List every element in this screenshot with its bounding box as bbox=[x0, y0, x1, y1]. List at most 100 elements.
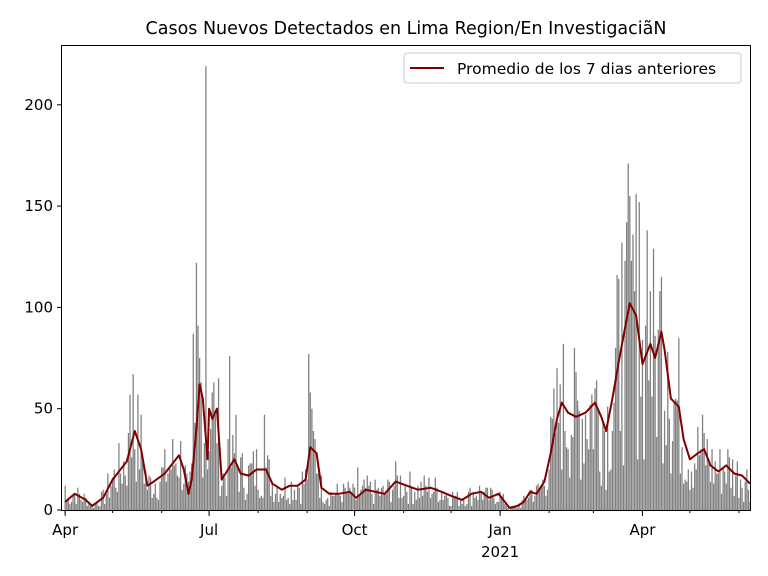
daily-bar bbox=[705, 465, 706, 510]
daily-bar bbox=[367, 476, 368, 510]
daily-bar bbox=[281, 498, 282, 510]
daily-bar bbox=[721, 494, 722, 510]
daily-bar bbox=[602, 423, 603, 510]
daily-bar bbox=[144, 484, 145, 510]
y-tick-label: 150 bbox=[24, 197, 53, 215]
daily-bar bbox=[672, 441, 673, 510]
daily-bar bbox=[280, 494, 281, 510]
daily-bar bbox=[575, 372, 576, 510]
daily-bar bbox=[117, 492, 118, 510]
daily-bar bbox=[496, 502, 497, 510]
daily-bar bbox=[650, 291, 651, 510]
daily-bar bbox=[183, 484, 184, 510]
daily-bar bbox=[457, 492, 458, 510]
daily-bar bbox=[449, 506, 450, 510]
daily-bar bbox=[226, 496, 227, 510]
daily-bar bbox=[482, 500, 483, 510]
daily-bar bbox=[392, 490, 393, 510]
daily-bar bbox=[605, 490, 606, 510]
daily-bar bbox=[634, 291, 635, 510]
daily-bar bbox=[99, 506, 100, 510]
daily-bar bbox=[318, 474, 319, 510]
daily-bar bbox=[348, 482, 349, 510]
daily-bar bbox=[265, 467, 266, 510]
daily-bar bbox=[710, 482, 711, 510]
daily-bar bbox=[411, 488, 412, 510]
daily-bar bbox=[128, 433, 129, 510]
daily-bar bbox=[248, 465, 249, 510]
daily-bar bbox=[555, 433, 556, 510]
daily-bar bbox=[506, 506, 507, 510]
daily-bar bbox=[242, 453, 243, 510]
daily-bar bbox=[664, 411, 665, 510]
daily-bar bbox=[156, 498, 157, 510]
daily-bar bbox=[276, 488, 277, 510]
daily-bar bbox=[324, 504, 325, 510]
x-axis: Apr Jul Oct Jan2021Apr bbox=[52, 510, 739, 561]
daily-bar bbox=[681, 447, 682, 510]
daily-bar bbox=[691, 472, 692, 511]
daily-bar bbox=[159, 482, 160, 510]
daily-bar bbox=[174, 465, 175, 510]
daily-bar bbox=[680, 474, 681, 510]
daily-bar bbox=[661, 277, 662, 510]
daily-bar bbox=[666, 445, 667, 510]
daily-bar bbox=[599, 472, 600, 511]
daily-bar bbox=[363, 480, 364, 510]
daily-bar bbox=[397, 476, 398, 510]
daily-bar bbox=[215, 415, 216, 510]
daily-bar bbox=[273, 502, 274, 510]
daily-bar bbox=[526, 500, 527, 510]
daily-bar bbox=[452, 492, 453, 510]
daily-bar bbox=[382, 486, 383, 510]
daily-bar bbox=[571, 435, 572, 510]
daily-bar bbox=[487, 488, 488, 510]
daily-bar bbox=[604, 431, 605, 510]
daily-bar bbox=[359, 496, 360, 510]
daily-bar bbox=[394, 486, 395, 510]
x-tick-label: Jan bbox=[488, 521, 512, 539]
daily-bar bbox=[522, 500, 523, 510]
daily-bar bbox=[658, 330, 659, 510]
daily-bar bbox=[77, 488, 78, 510]
daily-bar bbox=[76, 504, 77, 510]
daily-bar bbox=[123, 461, 124, 510]
daily-bar bbox=[727, 449, 728, 510]
daily-bar bbox=[504, 504, 505, 510]
daily-bar bbox=[106, 494, 107, 510]
daily-bar bbox=[517, 508, 518, 510]
daily-bar bbox=[729, 457, 730, 510]
daily-bar bbox=[259, 498, 260, 510]
daily-bar bbox=[351, 494, 352, 510]
daily-bar bbox=[403, 496, 404, 510]
daily-bar bbox=[231, 467, 232, 510]
daily-bar bbox=[588, 449, 589, 510]
daily-bar bbox=[443, 500, 444, 510]
daily-bar bbox=[458, 506, 459, 510]
daily-bar bbox=[257, 490, 258, 510]
daily-bar bbox=[740, 480, 741, 510]
daily-bar bbox=[495, 504, 496, 510]
daily-bar bbox=[419, 498, 420, 510]
daily-bar bbox=[654, 336, 655, 510]
daily-bar bbox=[87, 506, 88, 510]
daily-bar bbox=[389, 482, 390, 510]
daily-bar bbox=[694, 463, 695, 510]
daily-bar bbox=[669, 419, 670, 510]
daily-bar bbox=[299, 488, 300, 510]
daily-bar bbox=[126, 486, 127, 510]
daily-bar bbox=[647, 230, 648, 510]
daily-bar bbox=[743, 502, 744, 510]
daily-bar bbox=[699, 455, 700, 510]
daily-bar bbox=[493, 498, 494, 510]
daily-bar bbox=[378, 488, 379, 510]
daily-bar bbox=[134, 449, 135, 510]
daily-bar bbox=[711, 449, 712, 510]
daily-bar bbox=[719, 449, 720, 510]
daily-bar bbox=[416, 500, 417, 510]
daily-bar bbox=[409, 472, 410, 511]
daily-bar bbox=[485, 488, 486, 510]
daily-bar bbox=[582, 419, 583, 510]
daily-bar bbox=[702, 415, 703, 510]
daily-bar bbox=[431, 494, 432, 510]
